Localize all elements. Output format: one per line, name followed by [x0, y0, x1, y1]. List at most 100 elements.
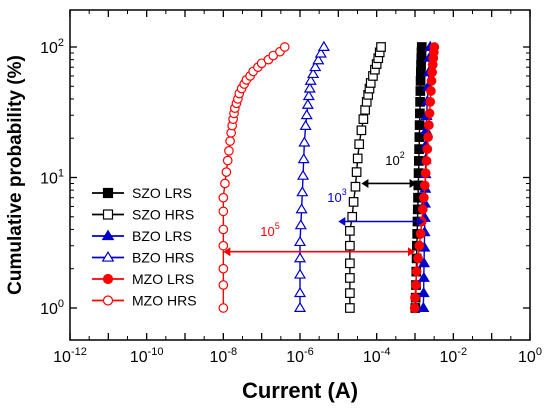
- ratio-label: 103: [327, 187, 346, 205]
- data-point: [296, 186, 309, 197]
- data-point: [301, 98, 314, 109]
- data-point: [317, 40, 330, 51]
- x-tick-label: 10-8: [210, 346, 238, 366]
- ratio-label-exponent: 2: [400, 150, 405, 160]
- data-point: [426, 86, 436, 96]
- arrow-head: [409, 178, 417, 188]
- data-point: [345, 226, 355, 236]
- data-point: [221, 167, 232, 177]
- data-point: [352, 153, 363, 164]
- legend-marker: [101, 229, 115, 241]
- x-tick-label: 10-4: [363, 346, 391, 366]
- x-tick-label-exponent: -12: [71, 346, 87, 358]
- legend-item: MZO HRS: [92, 293, 197, 309]
- y-tick-label: 101: [40, 168, 64, 188]
- data-point: [415, 108, 425, 119]
- data-point: [417, 204, 428, 215]
- data-point: [303, 82, 316, 93]
- legend-marker: [102, 187, 114, 199]
- ratio-arrow: 102: [361, 150, 417, 188]
- x-tick-label-base: 10: [440, 349, 458, 366]
- data-point: [220, 178, 230, 189]
- data-point: [297, 153, 310, 164]
- data-point: [419, 180, 430, 191]
- data-point: [413, 253, 423, 264]
- data-point: [358, 114, 369, 124]
- ratio-label-base: 10: [385, 153, 399, 168]
- data-point: [298, 136, 311, 147]
- data-point: [345, 240, 355, 251]
- data-point: [417, 286, 430, 298]
- series-bzo-hrs: [293, 40, 330, 312]
- data-point: [354, 139, 365, 150]
- ratio-arrow: 103: [327, 187, 425, 227]
- legend: SZO LRS SZO HRS BZO LRS BZO HRS MZO LRS MZO H…: [92, 185, 197, 309]
- data-point: [421, 156, 432, 166]
- data-point: [279, 42, 290, 52]
- data-point: [300, 109, 313, 120]
- ratio-label-exponent: 3: [342, 187, 347, 197]
- data-point: [218, 263, 229, 274]
- data-point: [345, 303, 355, 313]
- data-point: [294, 219, 307, 230]
- data-point: [345, 258, 355, 269]
- data-point: [417, 301, 430, 312]
- y-tick-label-base: 10: [40, 171, 58, 188]
- data-point: [429, 42, 440, 52]
- y-tick-label-base: 10: [40, 301, 58, 318]
- data-point: [218, 240, 229, 251]
- data-point: [293, 268, 307, 279]
- data-point: [348, 197, 359, 207]
- arrow-head: [338, 217, 346, 227]
- data-point: [418, 192, 429, 203]
- x-tick-label: 10-10: [130, 346, 164, 366]
- data-point: [424, 120, 434, 130]
- legend-item: SZO HRS: [92, 207, 194, 223]
- legend-marker: [102, 273, 114, 285]
- data-point: [415, 86, 426, 96]
- x-tick-label-base: 10: [518, 349, 536, 366]
- x-tick-label-base: 10: [210, 349, 228, 366]
- data-point: [422, 144, 433, 154]
- data-point: [345, 288, 355, 298]
- x-tick-label-exponent: -4: [381, 346, 391, 358]
- x-tick-label: 10-2: [440, 346, 468, 366]
- data-point: [350, 181, 361, 192]
- data-point: [414, 120, 425, 130]
- data-point: [307, 67, 320, 79]
- ratio-label: 102: [385, 150, 404, 168]
- y-tick-label: 100: [40, 298, 64, 318]
- data-point: [224, 146, 234, 156]
- data-point: [425, 96, 436, 107]
- y-tick-label-exponent: 0: [58, 298, 64, 310]
- data-point: [218, 303, 229, 313]
- legend-item: BZO LRS: [92, 228, 192, 244]
- data-point: [351, 167, 362, 177]
- data-point: [225, 136, 235, 146]
- x-tick-label: 10-12: [53, 346, 87, 366]
- data-point: [423, 132, 433, 142]
- x-tick-label-exponent: -8: [227, 346, 237, 358]
- data-point: [345, 273, 355, 283]
- series-line: [222, 46, 286, 308]
- x-tick-label-exponent: -2: [457, 346, 467, 358]
- legend-label: MZO LRS: [132, 271, 194, 287]
- x-tick-label-base: 10: [286, 349, 304, 366]
- data-point: [410, 280, 421, 290]
- legend-marker: [101, 250, 115, 262]
- arrow-head: [408, 247, 415, 257]
- data-point: [420, 168, 431, 178]
- arrow-head: [223, 247, 231, 257]
- data-point: [296, 169, 310, 180]
- legend-label: SZO LRS: [132, 185, 192, 201]
- data-point: [424, 108, 435, 119]
- arrow-head: [361, 178, 369, 188]
- ratio-label: 105: [260, 221, 279, 239]
- data-point: [356, 125, 367, 136]
- x-tick-label-exponent: 0: [536, 346, 542, 358]
- data-point: [218, 280, 229, 290]
- arrow-head: [417, 217, 425, 227]
- ratio-label-exponent: 5: [275, 221, 280, 231]
- data-point: [218, 206, 229, 217]
